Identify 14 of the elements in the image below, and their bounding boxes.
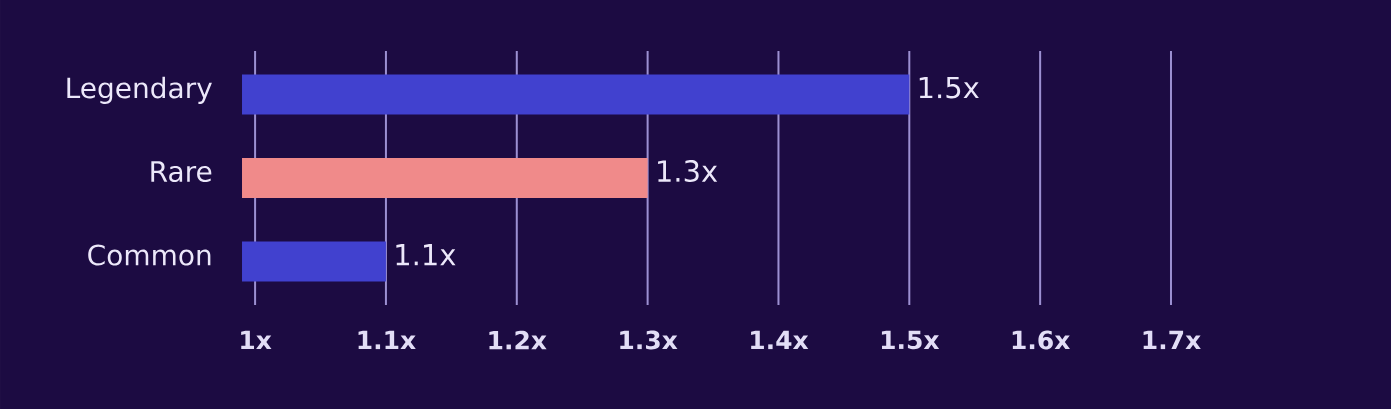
x-tick-label: 1.2x	[489, 330, 547, 350]
x-tick-label: 1.1x	[358, 330, 416, 350]
x-tick-label: 1.4x	[751, 330, 809, 350]
x-tick-label: 1.3x	[620, 330, 678, 350]
x-tick-label: 1.6x	[1012, 330, 1070, 350]
y-tick-label: Common	[88, 244, 211, 266]
data-label: 1.3x	[658, 160, 718, 183]
x-tick-label: 1.7x	[1143, 330, 1201, 350]
y-tick-label: Rare	[151, 161, 212, 183]
data-label: 1.1x	[396, 244, 456, 266]
y-tick-label: Legendary	[67, 76, 212, 104]
data-label: 1.5x	[919, 76, 979, 99]
x-tick-label: 1.5x	[881, 330, 940, 350]
x-tick-label: 1x	[241, 330, 272, 350]
